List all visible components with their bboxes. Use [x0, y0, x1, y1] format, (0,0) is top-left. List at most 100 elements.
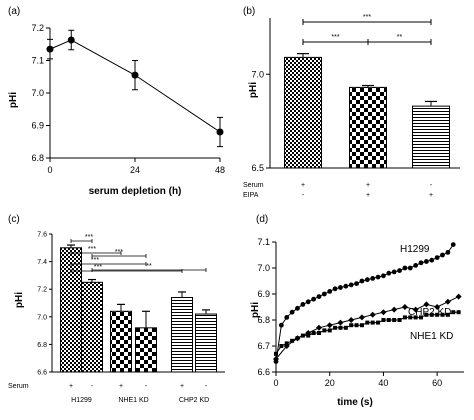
panel-c-group-label: H1299: [71, 397, 92, 404]
panel-a: (a) 6.8 6.9 7.0 7.1 7.2 0 24 48 serum depletion…: [8, 6, 225, 197]
panel-d-data-point: [306, 333, 311, 338]
panel-a-y-tick-label: 7.1: [31, 56, 44, 66]
panel-d-data-point: [376, 320, 381, 325]
panel-d-data-point: [418, 260, 424, 266]
panel-d-data-point: [455, 293, 462, 300]
panel-d-data-point: [274, 351, 278, 356]
panel-d-series-label: CHP2 KD: [408, 307, 451, 318]
panel-d-data-point: [435, 312, 440, 317]
panel-d-data-point: [429, 257, 435, 263]
panel-c-y-tick-label: 7.0: [37, 314, 47, 321]
panel-d-data-point: [402, 315, 407, 320]
panel-d-series-label: NHE1 KD: [410, 331, 453, 342]
panel-a-x-tick-label: 48: [215, 165, 225, 175]
panel-d-data-point: [434, 255, 440, 260]
panel-b-significance-label: ***: [363, 14, 371, 21]
panel-c-serum-mark: -: [205, 383, 208, 390]
panel-d-data-point: [423, 301, 430, 308]
panel-a-data-point: [67, 36, 75, 44]
panel-d-data-point: [321, 291, 327, 297]
panel-b-bar: [284, 56, 322, 169]
panel-b-condition-mark: +: [301, 182, 305, 189]
panel-d-data-point: [365, 320, 370, 325]
panel-d-data-point: [311, 296, 316, 302]
panel-d-data-point: [440, 312, 445, 317]
panel-c-y-tick-label: 7.2: [37, 287, 47, 294]
panel-d-data-point: [391, 306, 398, 313]
panel-d-data-point: [375, 274, 381, 280]
panel-d-data-point: [358, 314, 365, 321]
panel-c-y-tick-label: 7.4: [37, 259, 47, 266]
panel-d-data-point: [451, 310, 456, 315]
panel-d: (d) 6.6 6.7 6.8 6.9 7.0 7.1 0 20 40 60 H1299 CHP2 K…: [250, 214, 464, 408]
panel-c-y-tick-label: 6.6: [37, 370, 47, 377]
panel-c-group-label: CHP2 KD: [179, 397, 209, 404]
panel-d-data-point: [434, 304, 441, 310]
panel-d-y-tick-label: 6.7: [257, 341, 270, 351]
panel-d-series-label: H1299: [400, 244, 430, 255]
panel-c-bar: [171, 296, 193, 373]
panel-a-y-tick-label: 6.9: [31, 121, 44, 131]
panel-c-significance-label: ***: [85, 234, 93, 241]
panel-d-data-point: [413, 315, 418, 320]
panel-c-bar: [60, 247, 82, 373]
panel-a-y-tick-label: 6.8: [31, 153, 44, 163]
panel-d-data-point: [348, 317, 355, 323]
panel-c-bar: [195, 313, 217, 373]
panel-b-y-tick-label: 6.5: [251, 163, 264, 173]
panel-d-data-point: [343, 325, 348, 330]
panel-c-significance-label: ***: [88, 246, 96, 253]
panel-a-y-tick-label: 7.0: [31, 88, 44, 98]
panel-d-data-point: [295, 336, 300, 341]
panel-b-bar: [412, 105, 450, 169]
panel-d-series-line: [275, 244, 454, 362]
panel-d-y-tick-label: 6.6: [257, 367, 270, 377]
panel-d-data-point: [386, 318, 391, 322]
panel-c-serum-mark: -: [145, 383, 148, 390]
panel-b-condition-mark: -: [430, 182, 433, 189]
panel-d-data-point: [419, 315, 424, 320]
panel-d-y-tick-label: 7.0: [257, 263, 270, 273]
panel-d-data-point: [401, 304, 408, 310]
panel-a-label: (a): [8, 6, 20, 17]
panel-b-ylabel: pHi: [248, 82, 259, 98]
panel-d-data-point: [295, 305, 300, 311]
panel-d-data-point: [397, 318, 402, 322]
panel-b-condition-mark: +: [366, 182, 370, 189]
panel-d-data-point: [316, 294, 322, 299]
panel-d-data-point: [424, 312, 429, 317]
panel-d-data-point: [445, 312, 450, 317]
panel-d-y-tick-label: 7.1: [257, 237, 270, 247]
panel-d-plot: 6.6 6.7 6.8 6.9 7.0 7.1 0 20 40 60 H1299 CHP2 KD NHE…: [257, 237, 464, 388]
panel-a-x-tick-label: 24: [130, 165, 140, 175]
panel-d-data-point: [429, 312, 434, 317]
panel-c-serum-label: Serum: [8, 383, 29, 390]
panel-d-data-point: [444, 298, 451, 305]
panel-c-significance-label: ***: [91, 257, 99, 264]
panel-d-data-point: [279, 344, 284, 348]
panel-d-data-point: [424, 259, 429, 264]
panel-d-data-point: [338, 285, 343, 290]
panel-c-label: (c): [8, 214, 20, 225]
panel-d-data-point: [359, 323, 364, 328]
panel-c-significance-label: **: [146, 263, 152, 270]
panel-d-data-point: [359, 278, 365, 284]
panel-c-serum-mark: +: [69, 383, 73, 390]
panel-b: (b) 6.57.0+ + -- + +****** ** pHi Serum EIPA: [243, 6, 460, 199]
panel-d-data-point: [327, 289, 333, 294]
panel-b-y-tick-label: 7.0: [251, 69, 264, 79]
panel-d-data-point: [370, 320, 375, 325]
panel-d-data-point: [412, 306, 419, 313]
panel-d-data-point: [364, 277, 370, 283]
panel-a-data-point: [131, 71, 139, 79]
panel-c-bar: [81, 281, 103, 373]
panel-c-ylabel: pHi: [14, 292, 25, 308]
panel-d-data-point: [380, 309, 387, 316]
panel-d-data-point: [316, 331, 321, 335]
panel-c-y-tick-label: 7.6: [37, 232, 47, 239]
panel-d-data-point: [337, 319, 344, 326]
panel-d-data-point: [338, 325, 343, 330]
panel-d-data-point: [327, 328, 332, 333]
panel-b-bar: [349, 86, 387, 169]
